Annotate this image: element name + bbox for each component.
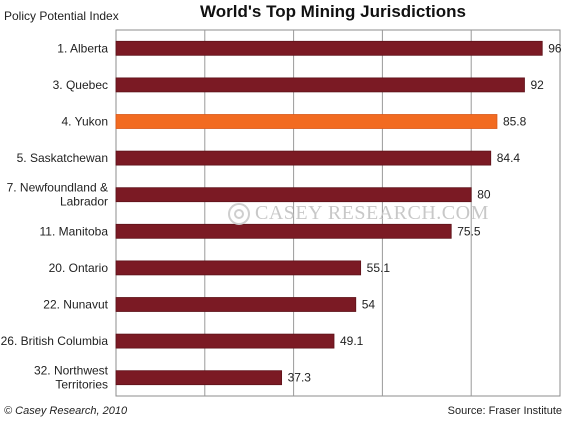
data-label: 55.1 xyxy=(367,261,391,275)
category-label: 20. Ontario xyxy=(49,261,109,275)
data-label: 85.8 xyxy=(503,115,527,129)
category-label: 26. British Columbia xyxy=(1,334,109,348)
bar xyxy=(115,187,472,203)
bar xyxy=(115,40,543,56)
plot-frame xyxy=(115,29,561,397)
bar xyxy=(115,223,452,239)
bar xyxy=(115,114,498,129)
copyright-note: © Casey Research, 2010 xyxy=(4,405,128,417)
bar xyxy=(115,370,283,386)
bar xyxy=(115,333,335,349)
category-label: 32. Northwest Territories xyxy=(34,364,109,392)
watermark-text: CASEY RESEARCH.COM xyxy=(255,202,489,224)
category-label: 4. Yukon xyxy=(62,115,109,129)
data-label: 54 xyxy=(362,298,376,312)
category-label: 22. Nunavut xyxy=(43,298,108,312)
category-label: 11. Manitoba xyxy=(40,224,109,238)
casey-logo-icon xyxy=(228,202,250,225)
data-label: 37.3 xyxy=(288,371,312,385)
data-label: 75.5 xyxy=(457,224,481,238)
y-axis-title: Policy Potential Index xyxy=(4,9,119,23)
bar xyxy=(115,77,525,93)
data-label: 49.1 xyxy=(340,334,364,348)
bar xyxy=(115,260,362,276)
category-label: 3. Quebec xyxy=(53,78,108,92)
source-note: Source: Fraser Institute xyxy=(447,405,562,417)
data-label: 84.4 xyxy=(497,151,521,165)
watermark: CASEY RESEARCH.COM xyxy=(228,202,489,225)
data-label: 80 xyxy=(477,188,491,202)
category-label: 5. Saskatchewan xyxy=(17,151,108,165)
chart-title: World's Top Mining Jurisdictions xyxy=(200,2,466,21)
bar xyxy=(115,150,492,166)
data-label: 96 xyxy=(548,41,562,55)
bar xyxy=(115,297,357,312)
category-label: 1. Alberta xyxy=(57,41,108,55)
data-label: 92 xyxy=(530,78,544,92)
category-label: 7. Newfoundland & Labrador xyxy=(7,181,108,209)
